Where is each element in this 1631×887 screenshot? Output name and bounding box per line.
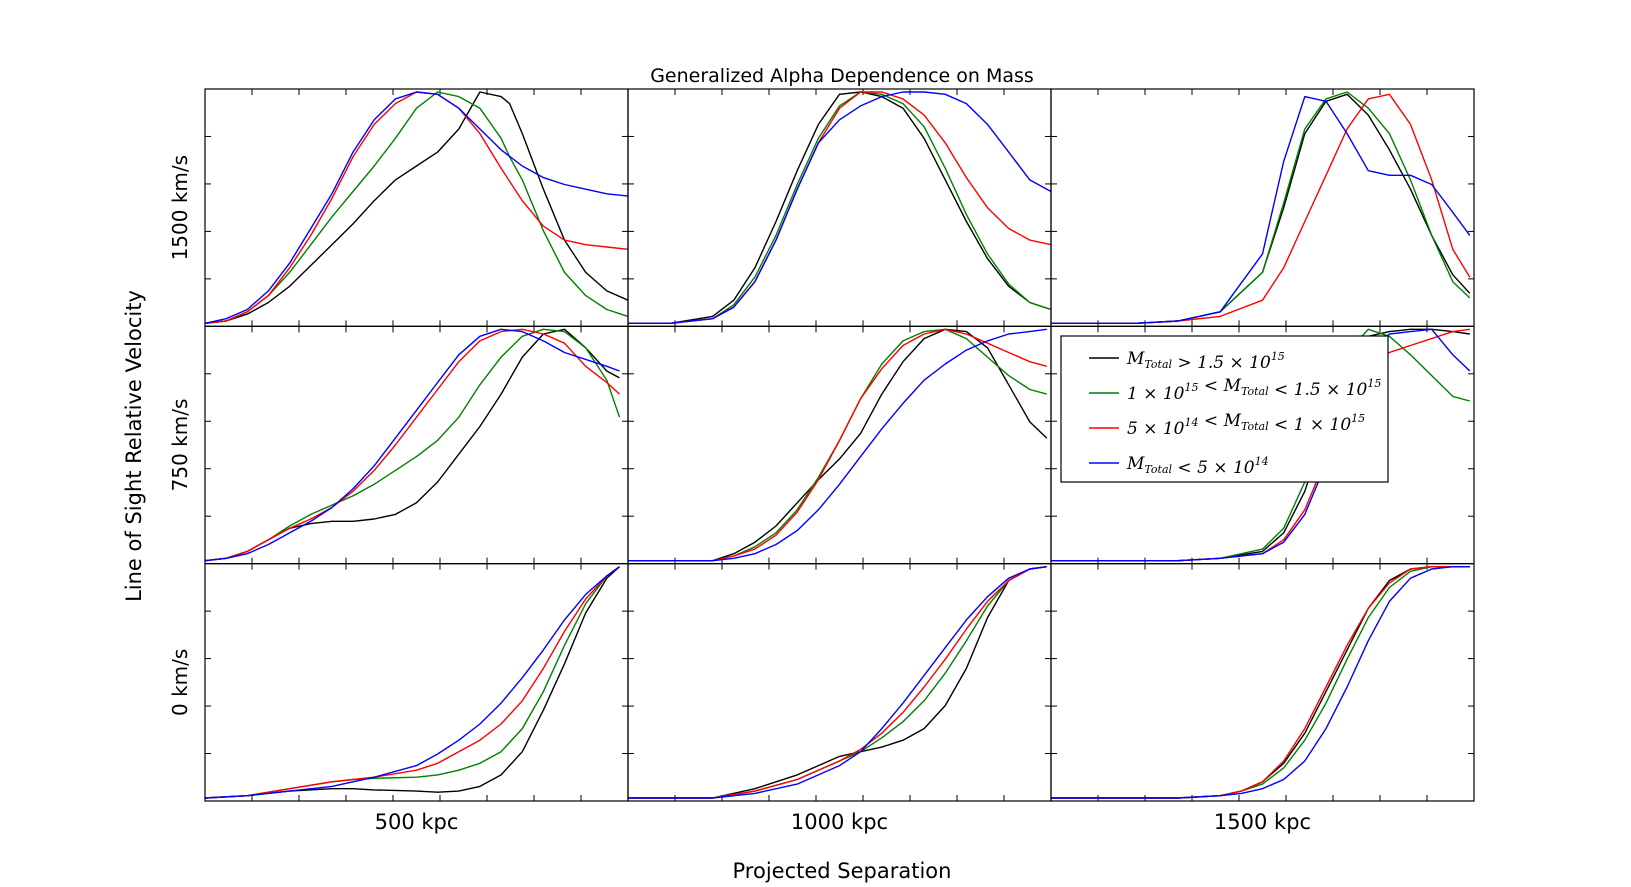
series-line-0 bbox=[204, 566, 620, 799]
chart-title: Generalized Alpha Dependence on Mass bbox=[650, 65, 1034, 87]
legend-label: MTotal > 1.5 × 1015 bbox=[1126, 349, 1285, 373]
panel-1-2 bbox=[1051, 326, 1474, 564]
legend: MTotal > 1.5 × 1015 1 × 1015 < MTotal < 1… bbox=[1060, 335, 1389, 483]
legend-frame bbox=[1060, 335, 1389, 483]
ticks bbox=[205, 563, 628, 801]
ticks bbox=[1051, 89, 1474, 327]
series-line-3 bbox=[1051, 566, 1470, 799]
series-line-2 bbox=[1051, 93, 1471, 324]
series-line-2 bbox=[628, 566, 1047, 799]
series-line-1 bbox=[628, 328, 1047, 562]
column-label: 500 kpc bbox=[375, 810, 459, 834]
panel-curves-0-2 bbox=[1051, 91, 1471, 324]
series-line-0 bbox=[204, 91, 629, 324]
panel-grid bbox=[204, 88, 1475, 802]
series-line-2 bbox=[204, 566, 620, 799]
panel-2-1 bbox=[628, 563, 1051, 801]
legend-label: 5 × 1014 < MTotal < 1 × 1015 bbox=[1127, 411, 1365, 439]
series-line-3 bbox=[628, 328, 1047, 562]
panel-curves-0-0 bbox=[204, 91, 629, 324]
series-line-3 bbox=[628, 566, 1047, 799]
panel-curves-2-0 bbox=[204, 566, 620, 799]
ticks bbox=[628, 563, 1051, 801]
panel-curves-1-0 bbox=[204, 328, 621, 562]
panel-curves-2-1 bbox=[628, 566, 1047, 799]
series-line-0 bbox=[628, 328, 1048, 562]
panel-0-1 bbox=[628, 89, 1051, 327]
panel-frame bbox=[1050, 563, 1475, 802]
panel-1-0 bbox=[205, 326, 628, 564]
panel-0-2 bbox=[1051, 89, 1474, 327]
row-label: 0 km/s bbox=[168, 649, 192, 716]
legend-label: MTotal < 5 × 1014 bbox=[1126, 454, 1269, 478]
row-label: 1500 km/s bbox=[168, 155, 192, 260]
series-line-2 bbox=[628, 328, 1047, 562]
legend-label: 1 × 1015 < MTotal < 1.5 × 1015 bbox=[1127, 376, 1381, 404]
panel-curves-0-1 bbox=[628, 91, 1052, 324]
series-line-2 bbox=[1051, 566, 1470, 799]
panel-curves-1-1 bbox=[628, 328, 1048, 562]
series-line-1 bbox=[204, 91, 629, 324]
series-line-3 bbox=[204, 328, 620, 562]
ticks bbox=[1051, 326, 1474, 564]
series-line-3 bbox=[1051, 95, 1471, 324]
panel-2-2 bbox=[1051, 563, 1474, 801]
series-line-0 bbox=[628, 566, 1047, 799]
series-line-2 bbox=[204, 328, 620, 562]
series-line-3 bbox=[204, 91, 629, 324]
x-axis-label: Projected Separation bbox=[733, 859, 952, 883]
column-label: 1500 kpc bbox=[1214, 810, 1311, 834]
row-label: 750 km/s bbox=[168, 399, 192, 492]
column-label: 1000 kpc bbox=[791, 810, 888, 834]
ticks bbox=[1051, 563, 1474, 801]
ticks bbox=[205, 326, 628, 564]
row-labels: 1500 km/s 750 km/s 0 km/s bbox=[168, 155, 192, 716]
column-labels: 500 kpc 1000 kpc 1500 kpc bbox=[375, 810, 1311, 834]
panel-2-0 bbox=[205, 563, 628, 801]
ticks bbox=[628, 89, 1051, 327]
series-line-3 bbox=[204, 566, 620, 799]
panel-curves-2-2 bbox=[1051, 566, 1470, 799]
series-line-3 bbox=[628, 91, 1052, 324]
y-axis-label: Line of Sight Relative Velocity bbox=[122, 290, 146, 602]
